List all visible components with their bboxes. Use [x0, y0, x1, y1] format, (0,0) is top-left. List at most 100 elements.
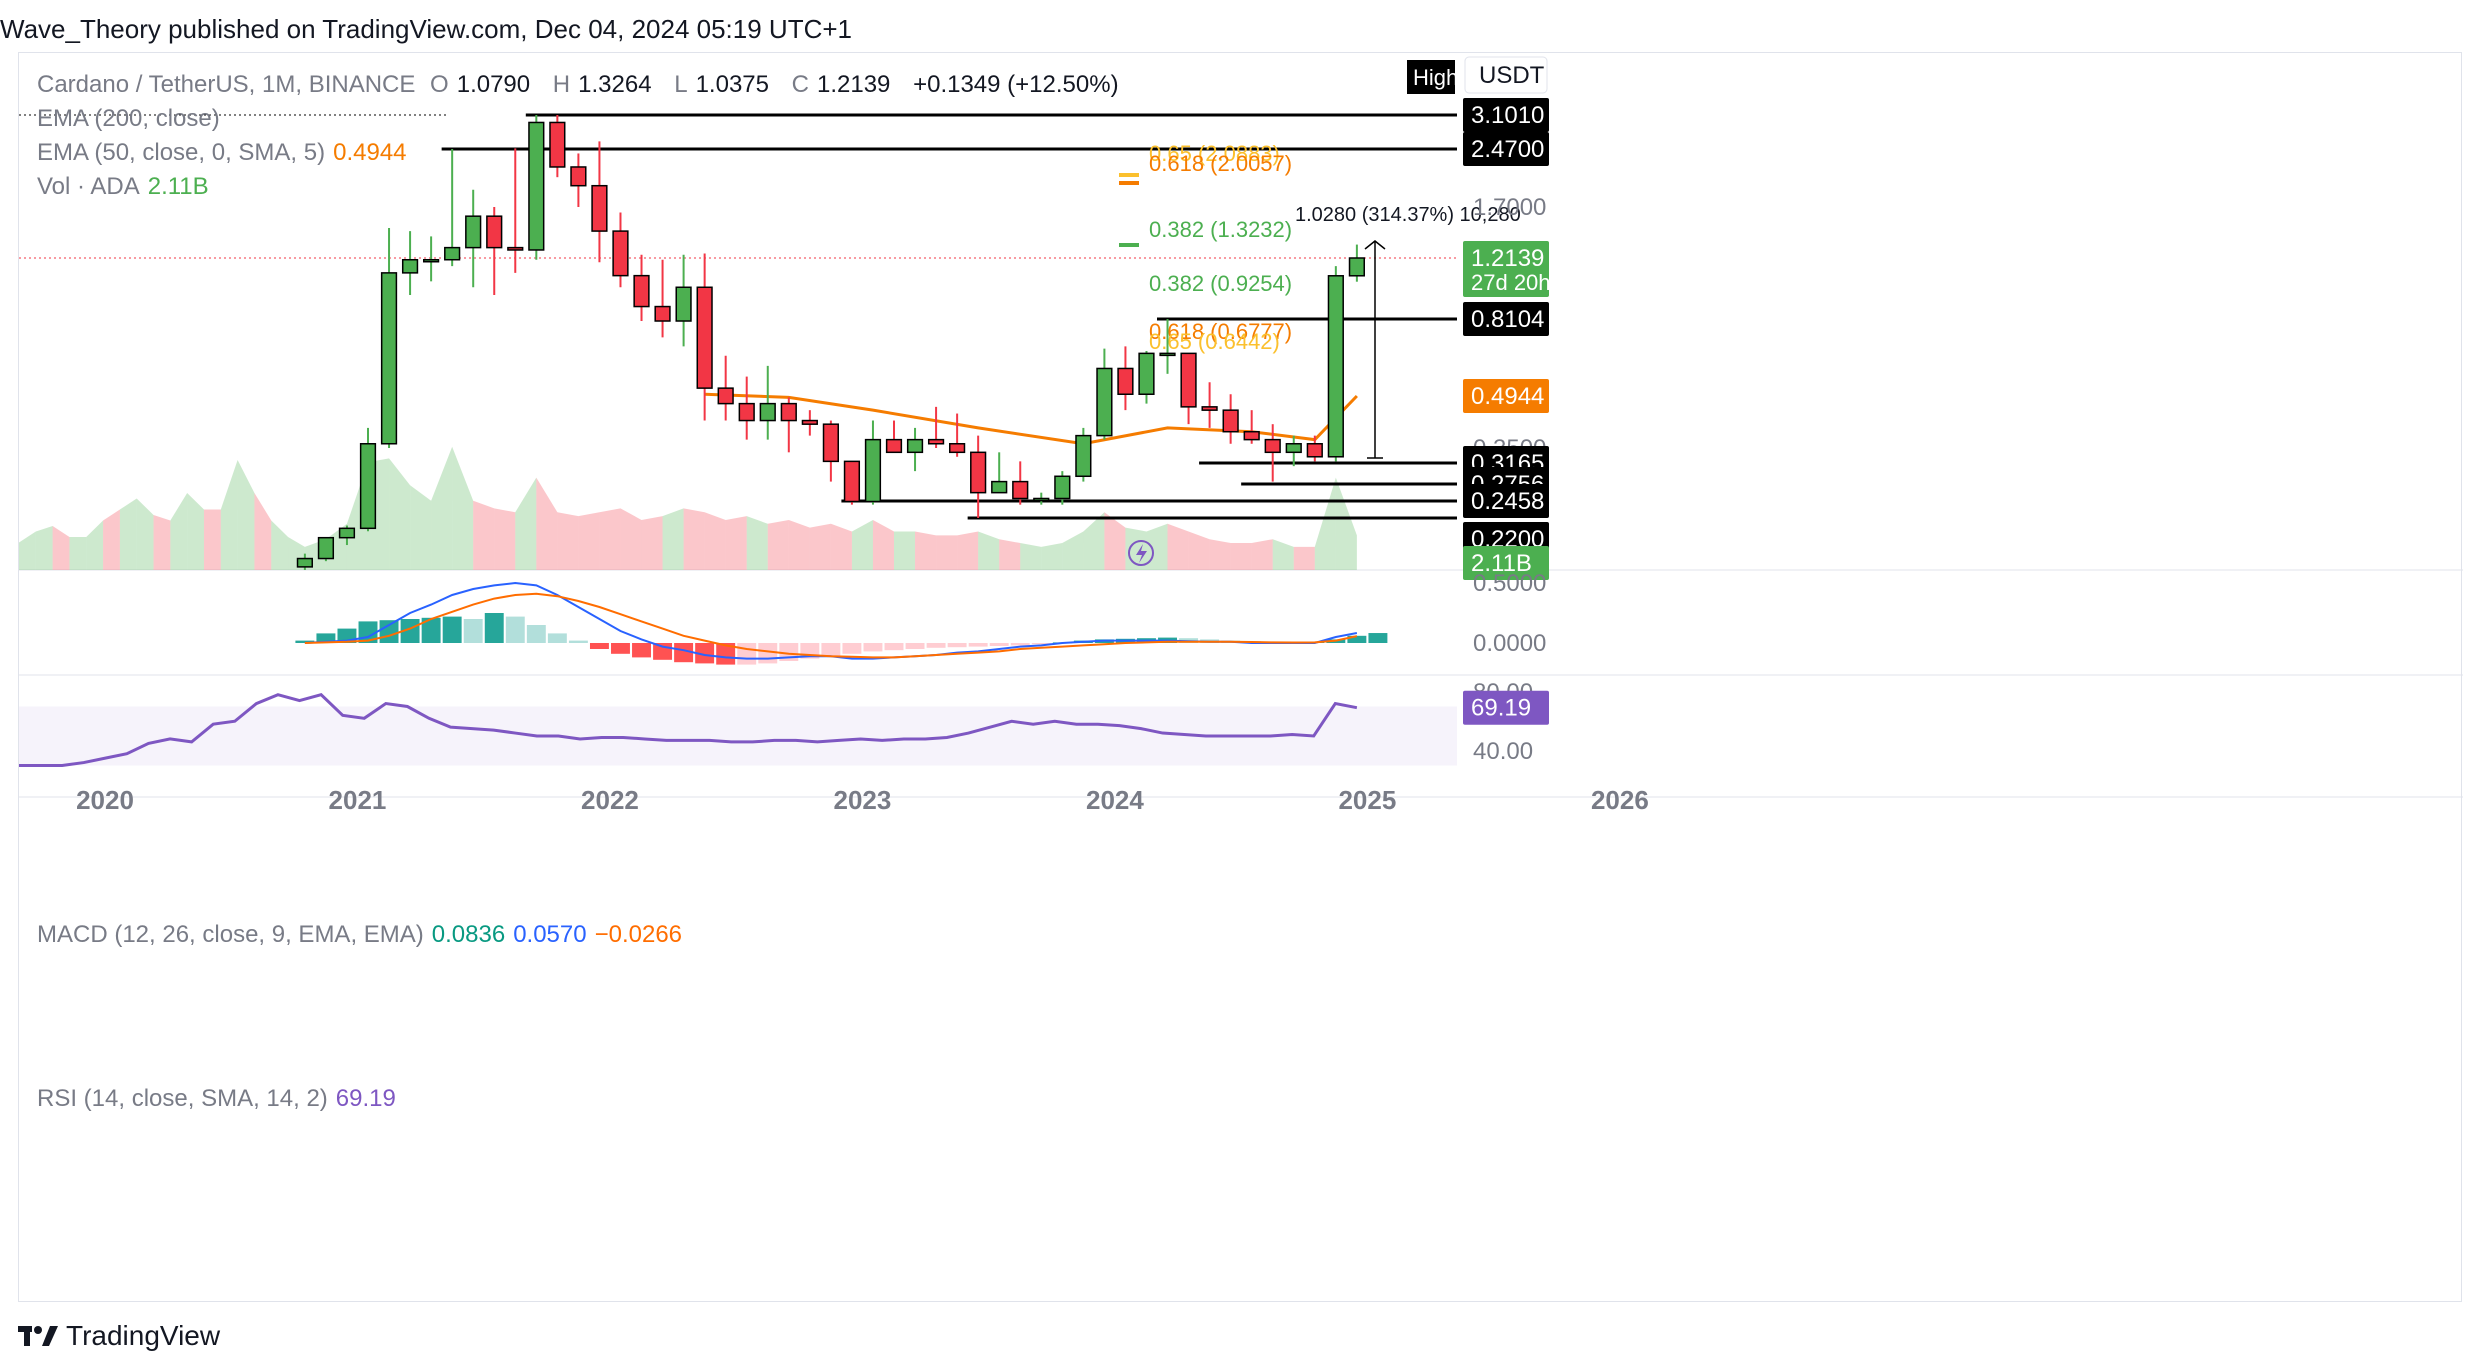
- candle-body: [1159, 352, 1176, 357]
- legend-ema50[interactable]: EMA (50, close, 0, SMA, 5) 0.4944: [37, 139, 415, 167]
- volume-area: [1230, 543, 1252, 570]
- macd-hist-bar: [863, 643, 883, 652]
- macd-hist-bar: [758, 643, 778, 664]
- macd-hist-bar: [821, 643, 841, 657]
- candle-body: [949, 443, 966, 454]
- candle-body: [1201, 406, 1218, 411]
- legend-symbol[interactable]: Cardano / TetherUS, 1M, BINANCE: [37, 71, 416, 98]
- rsi-value-label: 69.19: [1471, 695, 1531, 722]
- candle-body: [738, 402, 755, 422]
- candle-body: [1306, 443, 1323, 458]
- legend-ema50-value: 0.4944: [333, 139, 407, 166]
- legend-o-value: 1.0790: [456, 71, 531, 98]
- macd-hist-bar: [463, 619, 483, 643]
- macd-signal-value: 0.0570: [513, 921, 587, 948]
- legend-volume[interactable]: Vol · ADA 2.11B: [37, 173, 217, 201]
- volume-area: [999, 539, 1021, 570]
- volume-area: [86, 520, 104, 570]
- volume-area: [936, 535, 958, 570]
- macd-hist-bar: [842, 643, 862, 654]
- candle-body: [1012, 480, 1029, 500]
- volume-area: [103, 509, 120, 570]
- legend-change: +0.1349 (+12.50%): [913, 71, 1119, 98]
- lightning-icon: [1128, 540, 1154, 566]
- price-label: 2.11B: [1471, 550, 1532, 577]
- legend-ema200[interactable]: EMA (200, close): [37, 105, 220, 132]
- legend-o-label: O: [430, 71, 449, 98]
- candle-body: [338, 527, 356, 539]
- volume-area: [978, 531, 1000, 570]
- candle-body: [528, 121, 545, 251]
- volume-area: [19, 531, 36, 570]
- volume-area: [494, 508, 516, 570]
- legend-l-value: 1.0375: [695, 71, 769, 98]
- volume-area: [237, 460, 255, 570]
- candle-body: [885, 438, 903, 454]
- macd-hist-bar: [1347, 635, 1367, 643]
- price-label-bg: [1463, 546, 1549, 580]
- macd-hist-bar: [526, 625, 546, 643]
- price-label: 1.2139: [1471, 245, 1544, 272]
- candle-body: [591, 184, 608, 232]
- legend-c-value: 1.2139: [817, 71, 891, 98]
- legend-o: O 1.0790: [430, 71, 538, 98]
- candle-body: [801, 419, 818, 425]
- macd-hist-bar: [295, 640, 315, 643]
- volume-area: [662, 508, 684, 570]
- volume-area: [872, 519, 894, 570]
- macd-legend[interactable]: MACD (12, 26, close, 9, EMA, EMA) 0.0836 0…: [37, 921, 690, 949]
- currency-button: USDT: [1479, 62, 1545, 89]
- legend-l: L 1.0375: [674, 71, 777, 98]
- candle-body: [1138, 352, 1155, 395]
- volume-area: [1314, 477, 1336, 570]
- volume-area: [136, 498, 154, 570]
- rsi-legend[interactable]: RSI (14, close, SMA, 14, 2) 69.19: [37, 1085, 404, 1113]
- volume-area: [1188, 531, 1210, 570]
- high-tag: High: [1413, 65, 1458, 90]
- x-axis-tick: 2020: [76, 785, 134, 815]
- candle-body: [317, 536, 335, 560]
- candle-body: [1033, 497, 1050, 502]
- chart-frame[interactable]: 0.65 (2.0883) 0.618 (2.0057) 0.382 (1.3232…: [18, 52, 2463, 1303]
- macd-hist-bar: [379, 620, 399, 643]
- candle-body: [1075, 434, 1092, 478]
- price-label: 3.1010: [1471, 102, 1544, 129]
- volume-area: [389, 458, 411, 570]
- volume-area: [746, 516, 768, 570]
- volume-area: [1251, 539, 1273, 570]
- candle-body: [717, 387, 734, 405]
- rsi-line: [19, 693, 1358, 767]
- publish-line: Wave_Theory published on TradingView.com…: [0, 14, 852, 44]
- countdown-label: 27d 20h: [1471, 270, 1551, 295]
- volume-area: [1167, 523, 1189, 570]
- candle-body: [612, 230, 629, 277]
- fib-label: 0.382 (1.3232): [1149, 217, 1292, 242]
- price-label: 0.2458: [1471, 488, 1544, 515]
- candle-body: [549, 121, 566, 168]
- footer-logo[interactable]: TradingView: [18, 1320, 220, 1352]
- rsi-label: RSI (14, close, SMA, 14, 2): [37, 1085, 328, 1112]
- candle-body: [864, 438, 882, 503]
- volume-area: [1020, 543, 1042, 570]
- volume-area: [809, 523, 831, 570]
- legend-ema50-label: EMA (50, close, 0, SMA, 5): [37, 139, 326, 166]
- volume-area: [35, 526, 53, 570]
- measure-label: 1.0280 (314.37%) 10,280: [1295, 204, 1521, 226]
- high-tag-bg: [1407, 60, 1455, 94]
- candle-body: [359, 443, 377, 530]
- candle-body: [1096, 367, 1113, 437]
- volume-area: [578, 512, 600, 570]
- chart-svg[interactable]: 0.65 (2.0883)0.618 (2.0057) 0.382 (1.3232…: [19, 53, 2463, 1303]
- volume-area: [599, 508, 621, 570]
- macd-axis-tick: 0.5000: [1473, 570, 1546, 597]
- macd-hist-bar: [926, 643, 946, 648]
- candle-body: [1117, 367, 1134, 395]
- volume-area: [203, 509, 221, 570]
- fib-marker: [1119, 243, 1139, 247]
- volume-area: [1335, 477, 1357, 570]
- macd-hist-bar: [737, 643, 757, 665]
- price-axis-tick: 1.7000: [1473, 194, 1546, 221]
- candle-body: [1327, 275, 1344, 458]
- macd-hist-bar: [1368, 633, 1388, 643]
- volume-area: [220, 460, 238, 570]
